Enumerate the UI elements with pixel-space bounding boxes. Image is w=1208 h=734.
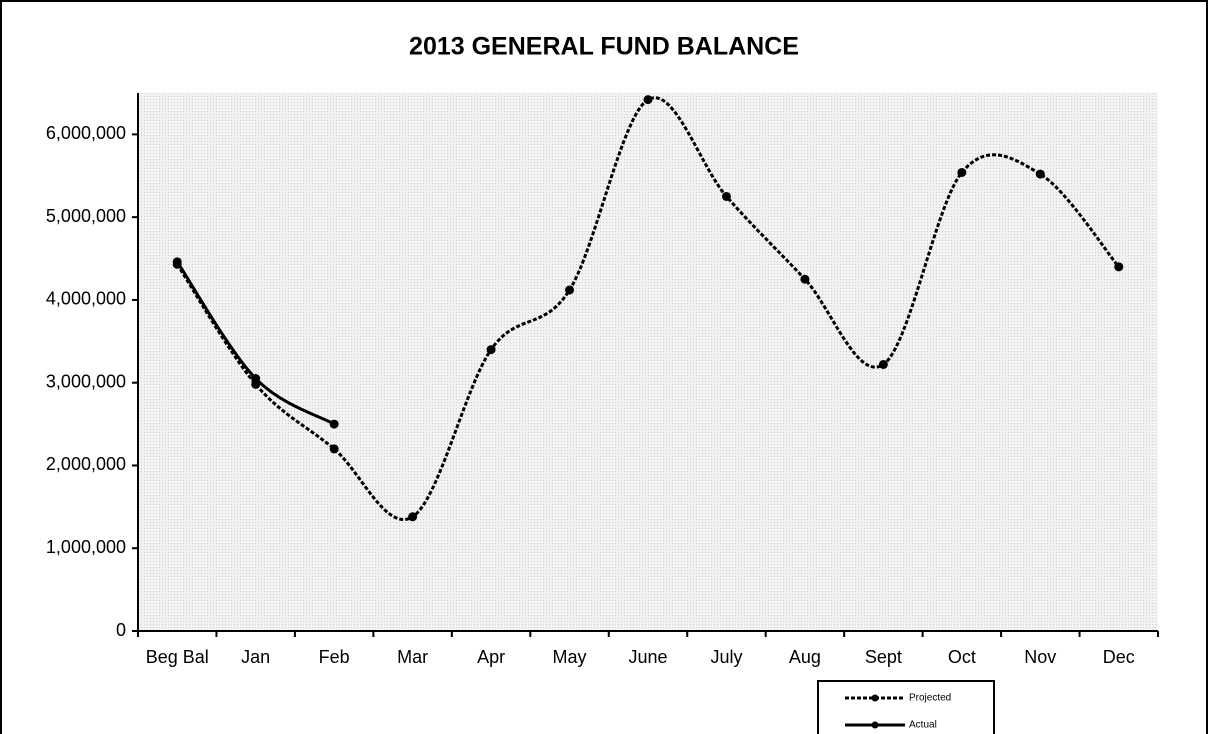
data-point [408,512,418,522]
legend-marker [871,694,879,702]
y-tick-label: 6,000,000 [46,123,126,143]
x-tick-label: Sept [865,647,902,667]
data-point [1114,262,1124,272]
x-tick-label: June [628,647,667,667]
x-tick-label: Beg Bal [146,647,209,667]
legend-box [817,680,995,734]
y-tick-label: 3,000,000 [46,371,126,391]
data-point [957,167,967,177]
y-tick-label: 2,000,000 [46,454,126,474]
data-point [878,359,888,369]
data-point [329,419,339,429]
x-tick-label: Dec [1103,647,1135,667]
data-point [329,444,339,454]
data-point [486,345,496,355]
data-point [251,374,261,384]
data-point [800,274,810,284]
x-tick-label: Apr [477,647,505,667]
x-tick-label: Mar [397,647,428,667]
data-point [1035,169,1045,179]
data-point [172,257,182,267]
legend-label: Projected [909,693,951,704]
y-tick-label: 5,000,000 [46,206,126,226]
x-tick-label: May [553,647,587,667]
legend-label: Actual [909,720,937,731]
y-tick-label: 4,000,000 [46,289,126,309]
x-tick-label: July [710,647,742,667]
y-tick-label: 0 [116,620,126,640]
data-point [721,191,731,201]
x-tick-label: Aug [789,647,821,667]
legend-marker [871,721,879,729]
chart-title: 2013 GENERAL FUND BALANCE [409,33,799,61]
x-tick-label: Nov [1024,647,1056,667]
data-point [643,95,653,105]
plot-area [138,93,1158,631]
data-point [565,285,575,295]
x-tick-label: Oct [948,647,976,667]
x-tick-label: Feb [319,647,350,667]
y-tick-label: 1,000,000 [46,537,126,557]
x-tick-label: Jan [241,647,270,667]
